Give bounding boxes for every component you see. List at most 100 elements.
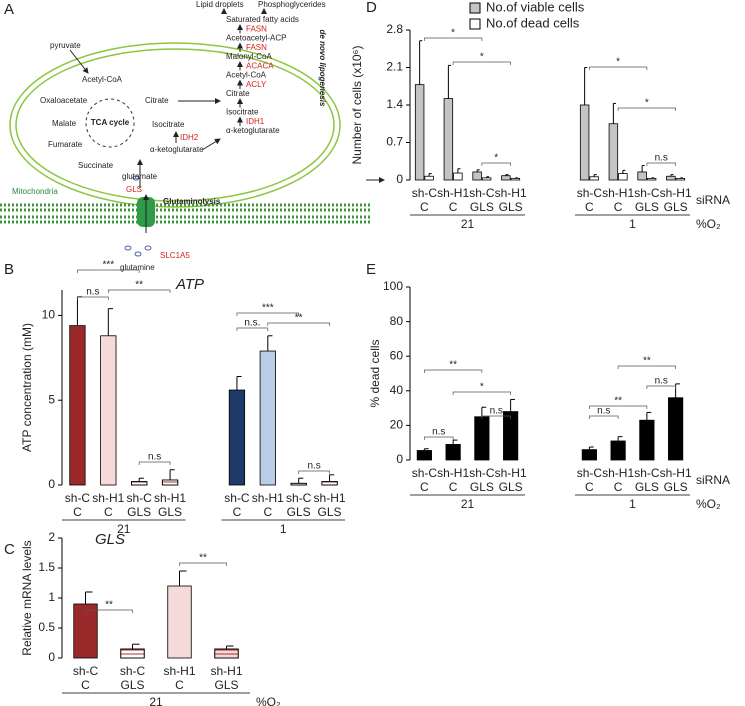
bar-hatch (161, 479, 179, 486)
y-axis-label: ATP concentration (mM) (20, 323, 34, 452)
enzyme: IDH1 (246, 117, 265, 126)
bar-hatch (321, 481, 338, 486)
y-tick-label: 0.7 (386, 135, 403, 149)
significance-bracket (617, 365, 676, 369)
x-tick-label: sh-H1 (602, 466, 634, 480)
significance-label: ** (643, 356, 651, 367)
significance-label: ** (199, 553, 207, 564)
significance-label: * (451, 28, 455, 39)
legend-swatch (469, 2, 481, 14)
mitochondria-outer (9, 42, 341, 208)
x-tick-label: sh-C (634, 186, 660, 200)
transporter-label: SLC1A5 (160, 251, 190, 260)
significance-label: ** (449, 360, 457, 371)
metabolite: Fumarate (48, 140, 83, 149)
row-label: %O₂ (696, 217, 721, 231)
row-label: siRNA (696, 473, 730, 487)
bar (646, 177, 657, 181)
significance-bracket (589, 405, 648, 409)
bar (579, 104, 590, 181)
significance-label: * (494, 153, 498, 164)
significance-label: n.s (307, 461, 320, 472)
bar (453, 172, 463, 181)
legend-label: No.of viable cells (486, 0, 585, 14)
glutamine-molecules (124, 175, 152, 257)
significance-bracket (424, 369, 483, 373)
significance-label: n.s (655, 376, 668, 387)
significance-label: n.s (148, 452, 161, 463)
metabolite: Saturated fatty acids (226, 15, 299, 24)
x-tick-label: sh-H1 (495, 186, 527, 200)
significance-label: ** (614, 396, 622, 407)
significance-bracket (236, 327, 269, 331)
x-tick-label: GLS (120, 678, 144, 692)
x-tick-label: sh-H1 (154, 491, 186, 505)
x-tick-label: C (585, 480, 594, 494)
x-tick-label: GLS (287, 505, 311, 519)
x-tick-label: sh-C (224, 491, 250, 505)
significance-label: n.s (86, 287, 99, 298)
x-tick-label: sh-C (577, 186, 603, 200)
tca-label: TCA cycle (91, 118, 130, 127)
x-tick-label: sh-C (469, 186, 495, 200)
x-tick-label: C (104, 505, 113, 519)
significance-label: n.s (432, 427, 445, 438)
significance-label: n.s. (244, 318, 260, 329)
significance-bracket (77, 269, 140, 273)
bar (618, 173, 628, 181)
metabolite: Citrate (145, 96, 169, 105)
bar (608, 123, 619, 181)
x-tick-label: C (420, 480, 429, 494)
significance-label: n.s (597, 406, 610, 417)
bar (228, 389, 246, 486)
x-tick-label: sh-C (120, 664, 146, 678)
significance-label: * (645, 98, 649, 109)
metabolite: Acetyl-CoA (226, 71, 267, 80)
group-label: 21 (149, 695, 163, 706)
y-axis-label: Number of cells (x10⁶) (350, 46, 364, 165)
y-tick-label: 2.8 (386, 22, 403, 36)
tca-circle (85, 98, 135, 148)
significance-bracket (267, 322, 330, 326)
membrane (0, 203, 370, 224)
bar (445, 444, 461, 461)
x-tick-label: C (420, 200, 429, 214)
x-tick-label: GLS (635, 200, 659, 214)
y-tick-label: 2.1 (386, 60, 403, 74)
x-tick-label: sh-H1 (437, 186, 469, 200)
metabolite: Malate (52, 119, 77, 128)
x-tick-label: sh-C (73, 664, 99, 678)
bar (259, 350, 276, 486)
significance-label: * (616, 57, 620, 68)
y-tick-label: 0.5 (38, 620, 55, 634)
x-tick-label: sh-H1 (660, 466, 692, 480)
bar (637, 171, 647, 181)
mitochondria-label: Mitochondria (12, 187, 58, 196)
group-label: 1 (280, 522, 287, 536)
group-label: 21 (461, 497, 475, 511)
group-label: 1 (629, 217, 636, 231)
significance-bracket (298, 470, 330, 474)
x-tick-label: sh-C (412, 186, 438, 200)
x-tick-label: sh-C (65, 491, 91, 505)
bar-hatch (290, 482, 307, 486)
enzyme: ACLY (246, 80, 267, 89)
product: Lipid droplets (196, 0, 244, 9)
x-tick-label: C (233, 505, 242, 519)
significance-bracket (481, 162, 511, 166)
x-tick-label: GLS (470, 200, 494, 214)
metabolite: α-ketoglutarate (226, 126, 280, 135)
significance-bracket (646, 385, 676, 389)
bar (589, 176, 599, 181)
x-tick-label: C (263, 505, 272, 519)
significance-label: *** (262, 303, 274, 314)
x-tick-label: sh-C (412, 466, 438, 480)
diagram: A pyruvate Acetyl-CoA Oxaloacetate Citra… (0, 0, 370, 272)
bar (100, 335, 117, 486)
y-tick-label: 40 (390, 383, 404, 397)
metabolite: Isocitrate (152, 120, 185, 129)
bar (510, 177, 521, 181)
x-tick-label: C (81, 678, 90, 692)
x-tick-label: GLS (470, 480, 494, 494)
